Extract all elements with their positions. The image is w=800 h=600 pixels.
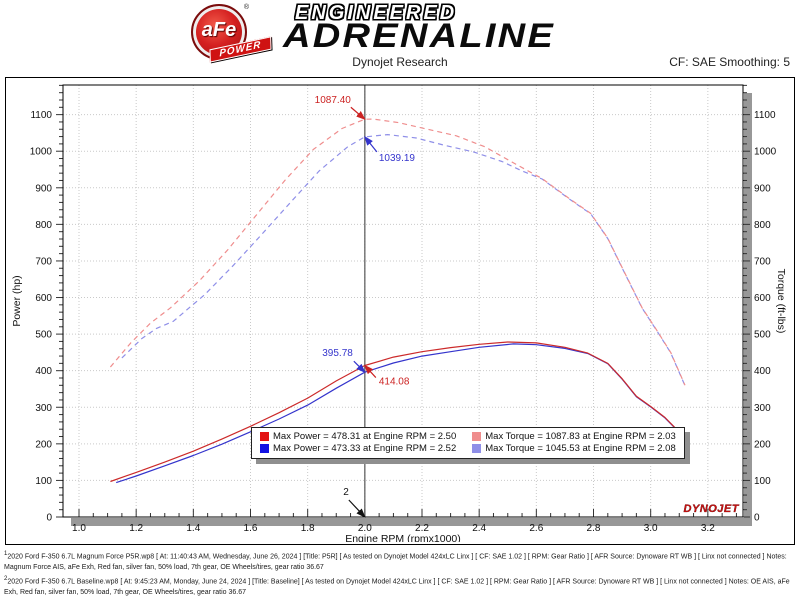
svg-text:800: 800 [754,220,771,231]
legend-label: Max Power = 473.33 at Engine RPM = 2.52 [273,443,457,454]
legend-swatch-icon [260,444,269,453]
svg-text:2.8: 2.8 [587,523,601,534]
chart-frame: 0 0 100 100 200 200 300 300 400 400 500 500 600 600 70… [5,77,795,545]
svg-text:400: 400 [35,366,52,377]
svg-text:0: 0 [754,513,760,524]
brand-line-adrenaline: ADRENALINE [283,17,556,55]
legend-label: Max Power = 478.31 at Engine RPM = 2.50 [273,431,457,442]
svg-text:2.6: 2.6 [529,523,543,534]
y-axis-label-right: Torque (ft-lbs) [775,269,787,334]
legend-item-2: Max Torque = 1087.83 at Engine RPM = 2.0… [472,431,676,442]
svg-text:100: 100 [35,476,52,487]
svg-text:800: 800 [35,220,52,231]
svg-text:900: 900 [35,183,52,194]
svg-text:200: 200 [754,439,771,450]
annotation-arrow-414.08 [364,364,377,378]
svg-text:2.4: 2.4 [472,523,486,534]
svg-text:3.2: 3.2 [701,523,715,534]
svg-text:1100: 1100 [30,110,52,121]
x-axis-label: Engine RPM (rpmx1000) [345,533,461,542]
annotation-arrow-395.78 [353,360,366,374]
run-text-1: 2020 Ford F-350 6.7L Magnum Force P5R.wp… [4,553,787,571]
svg-text:1.2: 1.2 [129,523,143,534]
svg-text:700: 700 [754,256,771,267]
annotation-label-1087.40: 1087.40 [315,95,352,106]
plot-shadow-bottom [71,518,752,526]
svg-text:500: 500 [35,330,52,341]
svg-text:1.0: 1.0 [72,523,86,534]
plot-border [62,84,744,518]
legend-item-1: Max Power = 478.31 at Engine RPM = 2.50 [260,431,456,442]
svg-text:1.8: 1.8 [301,523,315,534]
brand-line-engineered: ENGINEERED [295,2,458,24]
tick-labels: 0 0 100 100 200 200 300 300 400 400 500 500 600 600 70… [30,110,777,534]
legend: Max Power = 478.31 at Engine RPM = 2.50 M… [251,427,685,459]
axis-ticks [56,84,750,518]
legend-item-3: Max Power = 473.33 at Engine RPM = 2.52 [260,443,456,454]
series-power-p5r [110,341,689,483]
legend-swatch-icon [472,444,482,453]
svg-text:3.0: 3.0 [644,523,658,534]
svg-text:2.2: 2.2 [415,523,429,534]
legend-label: Max Torque = 1045.53 at Engine RPM = 2.0… [485,443,676,454]
svg-text:0: 0 [46,513,52,524]
svg-text:400: 400 [754,366,771,377]
run-text-2: 2020 Ford F-350 6.7L Baseline.wp8 [ At: … [4,578,790,597]
annotation-arrow-1039.19 [364,135,378,153]
annotation-label-2: 2 [343,487,349,498]
legend-label: Max Torque = 1087.83 at Engine RPM = 2.0… [485,431,676,442]
run-index-1: 1 [4,551,8,557]
svg-text:2.0: 2.0 [358,523,372,534]
afe-power-logo: aFe ® POWER ENGINEERED ADRENALINE [183,2,623,63]
smoothing-setting: CF: SAE Smoothing: 5 [669,55,790,69]
svg-text:100: 100 [754,476,771,487]
annotation-label-395.78: 395.78 [322,348,353,359]
svg-text:300: 300 [754,403,771,414]
y-axis-label-left: Power (hp) [11,275,23,326]
registered-mark-icon: ® [243,4,249,11]
svg-text:1.6: 1.6 [244,523,258,534]
annotation-label-414.08: 414.08 [379,377,410,388]
svg-text:900: 900 [754,183,771,194]
svg-text:600: 600 [35,293,52,304]
annotation-label-1039.19: 1039.19 [379,153,416,164]
annotation-arrow-1087.40 [350,106,366,121]
plot-shadow-right [744,93,752,526]
svg-text:600: 600 [754,293,771,304]
dyno-chart: 0 0 100 100 200 200 300 300 400 400 500 500 600 600 70… [11,84,787,542]
chart-title: Dynojet Research [352,55,448,69]
run-description-2: 22020 Ford F-350 6.7L Baseline.wp8 [ At:… [4,575,796,598]
series-torque-p5r [109,118,686,386]
svg-text:1.4: 1.4 [186,523,200,534]
legend-swatch-icon [472,432,482,441]
annotation-arrow-2 [348,499,366,518]
afe-logo-text: aFe [201,19,237,41]
run-index-2: 2 [4,576,8,583]
dynojet-watermark: DYNOJET [684,503,740,515]
svg-text:300: 300 [35,403,52,414]
svg-text:1100: 1100 [754,110,776,121]
legend-swatch-icon [260,432,269,441]
series-torque-baseline [121,133,686,386]
svg-text:500: 500 [754,330,771,341]
svg-text:1000: 1000 [754,147,777,158]
svg-text:1000: 1000 [30,147,53,158]
run-descriptions: 12020 Ford F-350 6.7L Magnum Force P5R.w… [4,550,796,600]
svg-text:700: 700 [35,256,52,267]
svg-text:200: 200 [35,439,52,450]
legend-item-4: Max Torque = 1045.53 at Engine RPM = 2.0… [472,443,676,454]
run-description-1: 12020 Ford F-350 6.7L Magnum Force P5R.w… [4,550,796,573]
